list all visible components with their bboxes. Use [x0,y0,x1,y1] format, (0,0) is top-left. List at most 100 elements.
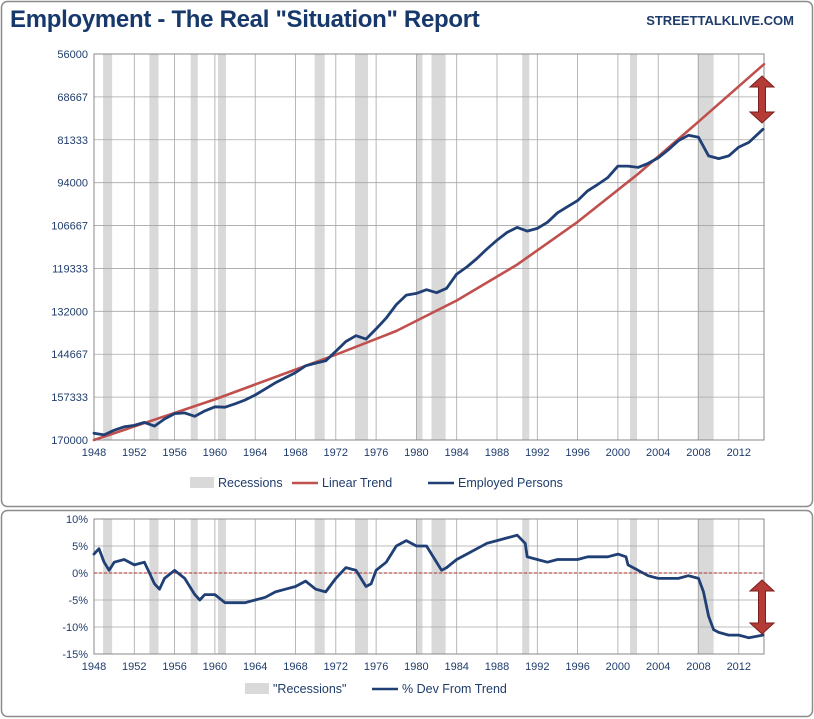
y-tick-label: 119333 [52,263,88,275]
employment-chart: 56000 68667 81333 94000 106667 119333 132000 14… [51,49,776,490]
x-tick-label: 2012 [727,661,751,673]
x-tick-label: 1984 [444,661,468,673]
x-tick-label: 1976 [364,661,388,673]
employed-persons-line [92,127,765,437]
y-tick-label: -5% [68,595,88,607]
y-tick-label: 144667 [51,349,88,361]
legend-label: Employed Persons [458,476,563,490]
recession-band [630,519,638,654]
x-tick-label: 1996 [565,447,589,459]
y-tick-label: 0% [72,568,88,580]
x-tick-label: 1972 [324,661,348,673]
recession-band [431,519,446,654]
recession-band [416,54,423,440]
series-lines [92,533,765,640]
y-tick-labels: 10% 5% 0% -5% -10% -15% [62,514,88,661]
x-tick-label: 1980 [404,661,428,673]
legend-label: Recessions [218,476,283,490]
deviation-chart: 10%5%0%-5%-10%-15% 1948 1952 1956 1960 1964 1… [62,514,776,696]
y-tick-label: 10% [66,514,88,526]
legend-swatch-recessions [245,683,269,694]
bottom-panel-frame [0,509,814,718]
recession-band [522,54,530,440]
y-tick-label: 81333 [57,135,88,147]
recession-band [217,54,226,440]
recession-band [697,54,714,440]
x-tick-label: 1988 [485,447,509,459]
legend: "Recessions" % Dev From Trend [245,682,507,696]
x-tick-label: 1980 [404,447,428,459]
x-tick-label: 1964 [243,447,267,459]
chart-title: Employment - The Real "Situation" Report [10,6,480,33]
legend-label: "Recessions" [273,682,347,696]
y-tick-labels: 56000 68667 81333 94000 106667 119333 132000 14… [51,49,88,447]
legend-label: Linear Trend [322,476,392,490]
arrow-shape [748,579,776,635]
x-tick-label: 1948 [82,661,106,673]
y-tick-label: -10% [62,622,88,634]
top-panel-frame [0,0,814,508]
y-tick-label: 106667 [51,221,88,233]
x-tick-label: 1992 [525,447,549,459]
x-tick-label: 2012 [727,447,751,459]
x-tick-label: 2000 [606,447,630,459]
y-tick-label: 94000 [57,178,88,190]
x-tick-label: 2004 [646,661,670,673]
x-tick-label: 1952 [122,447,146,459]
dev-from-trend-line [92,533,765,640]
recession-band [149,54,159,440]
recession-band [149,519,159,654]
x-tick-label: 1984 [444,447,468,459]
recession-band [416,519,423,654]
recession-band [354,519,369,654]
recession-bands [103,519,714,654]
recession-band [522,519,530,654]
y-tick-label: 68667 [57,92,88,104]
y-tick-label: 170000 [51,435,88,447]
x-tick-label: 1960 [203,661,227,673]
x-tick-label: 2008 [686,661,710,673]
series-lines [92,62,766,442]
x-tick-label: 1968 [283,447,307,459]
y-tick-label: 157333 [51,392,88,404]
x-tick-label: 1952 [122,661,146,673]
y-tick-label: 132000 [51,306,88,318]
x-tick-label: 2008 [686,447,710,459]
recession-band [103,519,113,654]
y-tick-label: -15% [62,649,88,661]
recession-band [103,54,113,440]
recession-band [314,519,325,654]
x-tick-label: 1948 [82,447,106,459]
source-label: STREETTALKLIVE.COM [646,13,794,28]
recession-band [314,54,325,440]
x-tick-label: 2004 [646,447,670,459]
x-tick-label: 1976 [364,447,388,459]
plot-area-border [93,53,765,441]
recession-band [697,519,714,654]
recession-band [217,519,226,654]
recession-band [431,54,446,440]
x-tick-label: 2000 [606,661,630,673]
x-tick-label: 1956 [162,447,186,459]
recession-bands [103,54,714,440]
legend-swatch-recessions [190,477,214,488]
x-tick-labels: 1948 1952 1956 1960 1964 1968 1972 1976 1980 1984… [82,661,751,673]
x-tick-label: 1992 [525,661,549,673]
recession-band [630,54,638,440]
arrow-shape [748,75,776,124]
recession-band [190,54,198,440]
y-tick-label: 5% [72,541,88,553]
x-tick-label: 1968 [283,661,307,673]
x-tick-label: 1996 [565,661,589,673]
x-tick-label: 1988 [485,661,509,673]
gap-arrow-icon [748,579,776,635]
x-tick-labels: 1948 1952 1956 1960 1964 1968 1972 1976 1980 1984… [82,447,751,459]
linear-trend-line [92,62,766,442]
x-tick-label: 1964 [243,661,267,673]
legend-label: % Dev From Trend [402,682,507,696]
x-tick-label: 1956 [162,661,186,673]
gap-arrow-icon [748,75,776,124]
recession-band [354,54,369,440]
recession-band [190,519,198,654]
